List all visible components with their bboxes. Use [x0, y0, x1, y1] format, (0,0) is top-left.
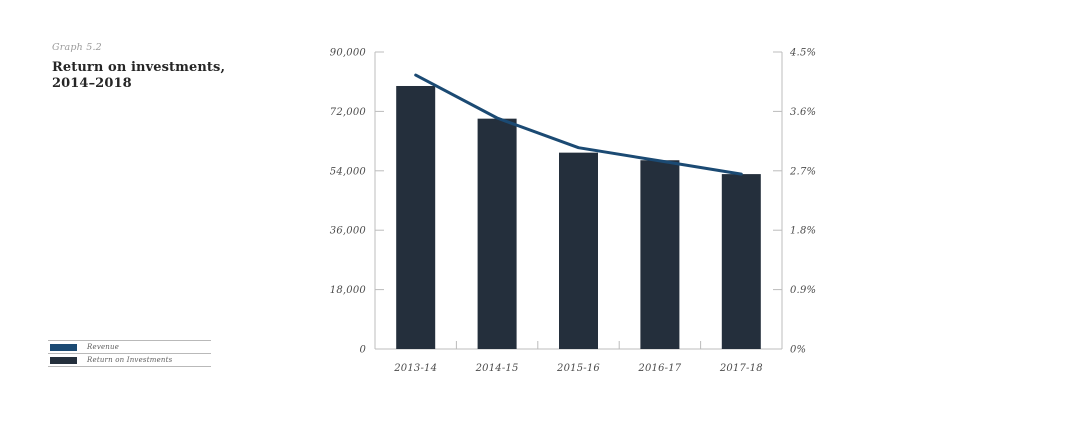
- legend-label: Return on Investments: [87, 356, 173, 364]
- bar-2016-17: [640, 160, 680, 349]
- line-series-swatch: [50, 343, 77, 351]
- legend-item: Revenue: [48, 340, 211, 353]
- chart-legend: Revenue Return on Investments: [48, 340, 211, 367]
- chart-title: Return on investments, 2014–2018: [52, 60, 226, 91]
- legend-label: Revenue: [87, 343, 120, 351]
- left-axis-label: 72,000: [330, 107, 367, 118]
- trend-line: [414, 73, 743, 176]
- title-block: Graph 5.2 Return on investments, 2014–20…: [52, 42, 260, 91]
- bar-2013-14: [396, 85, 436, 350]
- bar-2014-15: [477, 118, 517, 349]
- x-axis-label: 2015-16: [556, 363, 600, 374]
- left-axis-label: 90,000: [330, 48, 367, 59]
- left-axis-label: 36,000: [330, 226, 367, 237]
- x-axis-label: 2017-18: [719, 363, 763, 374]
- right-axis-label: 1.8%: [790, 226, 816, 237]
- x-axis-label: 2013-14: [393, 363, 437, 374]
- right-axis-label: 0.9%: [790, 285, 816, 296]
- legend-item: Return on Investments: [48, 353, 211, 367]
- right-axis-label: 2.7%: [789, 166, 816, 177]
- right-axis-label: 3.6%: [790, 107, 816, 118]
- bar-2015-16: [559, 152, 598, 349]
- x-axis-label: 2016-17: [637, 363, 681, 374]
- right-axis-label: 0%: [790, 345, 806, 356]
- graph-number-label: Graph 5.2: [52, 42, 102, 53]
- left-axis-label: 18,000: [330, 285, 367, 296]
- left-axis-label: 54,000: [330, 166, 367, 177]
- x-axis-label: 2014-15: [475, 363, 519, 374]
- right-axis-label: 4.5%: [789, 48, 816, 59]
- bar-series-swatch: [50, 356, 77, 364]
- left-axis-label: 0: [359, 345, 366, 356]
- bar-2017-18: [721, 174, 761, 349]
